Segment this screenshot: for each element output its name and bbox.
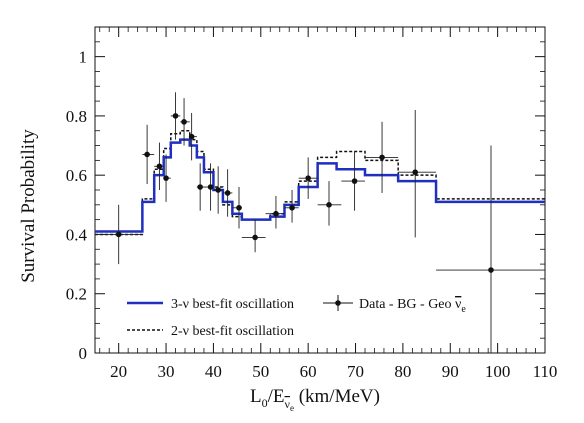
x-tick-label: 30 [158, 362, 175, 381]
x-tick-label: 90 [442, 362, 459, 381]
data-marker [207, 184, 214, 190]
data-point [298, 157, 318, 199]
x-tick-label: 100 [485, 362, 511, 381]
data-point [213, 166, 223, 214]
data-marker [488, 267, 494, 273]
data-marker [379, 154, 385, 161]
series-two-nu-line [95, 129, 545, 236]
data-point [284, 190, 299, 223]
data-marker [215, 187, 221, 193]
data-point [170, 92, 181, 140]
legend: 3-ν best-fit oscillation 2-ν best-fit os… [127, 295, 466, 339]
y-tick-label: 0 [79, 344, 88, 363]
x-tick-label: 110 [533, 362, 558, 381]
data-point [142, 124, 155, 185]
data-marker [172, 113, 179, 119]
data-point [163, 154, 171, 202]
legend-nu-bar: ν [455, 297, 461, 312]
legend-swatch-data [323, 295, 353, 311]
y-axis-title: Survival Probability [18, 129, 39, 283]
x-tick-label: 70 [347, 362, 364, 381]
data-marker [197, 184, 203, 190]
data-marker [144, 151, 150, 158]
x-axis-title: L0/Eνe (km/MeV) [250, 386, 380, 413]
data-marker [351, 178, 358, 184]
y-tick-label: 0.6 [66, 166, 87, 185]
x-tick-label: 60 [300, 362, 317, 381]
x-tick-label: 50 [252, 362, 269, 381]
data-point [222, 169, 233, 217]
legend-label-three-nu: 3-ν best-fit oscillation [171, 297, 294, 312]
data-marker [412, 169, 419, 176]
data-point [241, 219, 266, 253]
data-point [95, 204, 143, 265]
data-marker [115, 231, 122, 238]
data-marker [163, 175, 169, 181]
data-marker [181, 119, 187, 125]
x-tick-label: 20 [110, 362, 127, 381]
legend-label-data: Data - BG - Geo νe [359, 297, 466, 315]
data-marker [188, 133, 195, 140]
data-marker [289, 204, 295, 211]
data-point [436, 145, 545, 353]
data-point [265, 195, 285, 229]
data-marker [252, 234, 258, 241]
data-marker [224, 190, 231, 196]
data-point [365, 121, 399, 193]
data-point [341, 151, 365, 211]
data-point [180, 98, 190, 146]
series-three-nu-line [95, 138, 545, 233]
data-marker [305, 175, 311, 181]
data-point [154, 142, 164, 190]
y-tick-label: 0.8 [66, 107, 87, 126]
data-marker [326, 202, 332, 208]
plot-area: 20 30 40 50 60 70 80 90 100 110 0 0.2 0.4 0.6 0.8 1 [66, 26, 558, 381]
x-tick-label: 40 [205, 362, 222, 381]
data-point [196, 163, 204, 211]
y-tick-label: 0.4 [66, 225, 88, 244]
data-point [232, 187, 242, 229]
y-tick-label: 0.2 [66, 285, 87, 304]
legend-sub-e: e [461, 304, 466, 315]
legend-label-two-nu: 2-ν best-fit oscillation [171, 324, 294, 339]
data-point [203, 163, 214, 211]
x-tick-label: 80 [394, 362, 411, 381]
data-point [188, 112, 197, 161]
y-tick-label: 1 [79, 48, 88, 67]
data-marker [273, 210, 279, 217]
data-marker [156, 163, 163, 170]
data-point [317, 181, 342, 226]
data-point [398, 109, 437, 238]
data-marker [236, 204, 242, 211]
